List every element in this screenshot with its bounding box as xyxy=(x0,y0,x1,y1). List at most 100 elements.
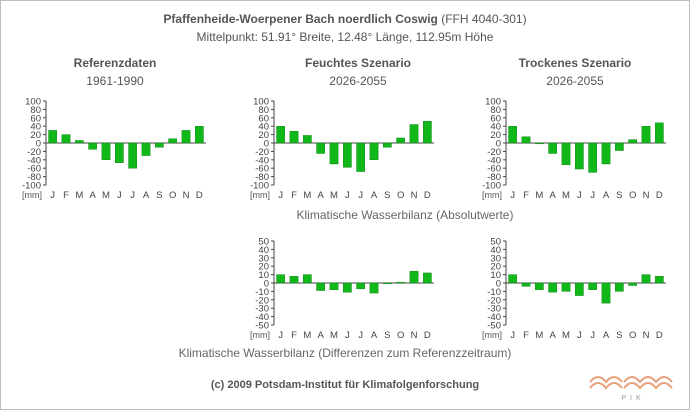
y-tick-label: 10 xyxy=(490,270,501,281)
x-tick-label: F xyxy=(523,190,529,201)
bar xyxy=(141,142,151,156)
title-main: Pfaffenheide-Woerpener Bach noerdlich Co… xyxy=(163,12,438,26)
x-tick-label: A xyxy=(371,330,378,341)
bar xyxy=(409,271,419,284)
y-tick-label: 80 xyxy=(30,105,41,116)
unit-label: [mm] xyxy=(482,190,502,200)
x-tick-label: N xyxy=(643,190,650,201)
x-tick-label: J xyxy=(510,330,515,341)
bar xyxy=(535,282,544,290)
x-tick-label: M xyxy=(75,190,83,201)
x-tick-label: F xyxy=(63,190,69,201)
x-tick-label: A xyxy=(317,190,324,201)
copyright-notice: (c) 2009 Potsdam-Institut für Klimafolge… xyxy=(210,379,480,391)
y-tick-label: 0 xyxy=(496,279,501,290)
y-tick-label: 10 xyxy=(258,270,269,281)
panel-title-reference: Referenzdaten 1961-1990 xyxy=(15,56,215,88)
x-tick-label: J xyxy=(590,330,595,341)
bar xyxy=(641,125,651,144)
y-tick-label: 20 xyxy=(258,262,269,273)
y-tick-label: 40 xyxy=(258,122,269,133)
x-tick-label: N xyxy=(411,330,418,341)
figure-title: Pfaffenheide-Woerpener Bach noerdlich Co… xyxy=(0,12,690,26)
bar xyxy=(561,142,571,166)
x-tick-label: J xyxy=(577,330,582,341)
x-tick-label: J xyxy=(345,330,350,341)
y-tick-label: -100 xyxy=(250,181,269,192)
x-tick-label: M xyxy=(562,190,570,201)
section-label-difference: Klimatische Wasserbilanz (Differenzen zu… xyxy=(178,346,512,360)
y-tick-label: 0 xyxy=(264,279,269,290)
x-tick-label: J xyxy=(358,190,363,201)
y-tick-label: -20 xyxy=(487,147,501,158)
bar xyxy=(601,142,611,165)
y-tick-label: -20 xyxy=(255,147,269,158)
pik-logo-text: PIK xyxy=(621,395,644,402)
x-tick-label: N xyxy=(183,190,190,201)
y-tick-label: 100 xyxy=(253,97,269,108)
x-tick-label: J xyxy=(345,190,350,201)
panel-title-text: Referenzdaten xyxy=(73,56,157,70)
unit-label: [mm] xyxy=(22,190,42,200)
x-tick-label: M xyxy=(330,190,338,201)
bar xyxy=(588,282,598,290)
bar xyxy=(508,125,517,144)
bar xyxy=(369,142,379,160)
y-tick-label: -60 xyxy=(27,164,41,175)
y-tick-label: -20 xyxy=(487,295,501,306)
unit-label: [mm] xyxy=(250,190,270,200)
bar xyxy=(615,282,624,292)
x-tick-label: A xyxy=(549,190,556,201)
panel-title-wet: Feuchtes Szenario 2026-2055 xyxy=(258,56,458,88)
bar xyxy=(74,140,84,144)
y-tick-label: 20 xyxy=(258,130,269,141)
bar xyxy=(601,282,611,304)
y-tick-label: 100 xyxy=(485,97,501,108)
panel-title-dry: Trockenes Szenario 2026-2055 xyxy=(475,56,675,88)
bar xyxy=(383,142,392,148)
x-tick-label: F xyxy=(523,330,529,341)
x-tick-label: M xyxy=(562,330,570,341)
x-tick-label: J xyxy=(117,190,122,201)
x-tick-label: J xyxy=(510,190,515,201)
y-tick-label: 20 xyxy=(490,262,501,273)
bar xyxy=(396,281,405,284)
y-tick-label: -10 xyxy=(255,287,269,298)
bar xyxy=(521,282,531,287)
bar xyxy=(356,142,365,172)
x-tick-label: J xyxy=(278,190,283,201)
bar xyxy=(276,125,285,144)
y-tick-label: -40 xyxy=(487,312,501,323)
x-tick-label: J xyxy=(590,190,595,201)
bar xyxy=(303,135,312,144)
bar xyxy=(289,276,299,284)
bar xyxy=(655,122,664,144)
x-tick-label: J xyxy=(358,330,363,341)
y-tick-label: 30 xyxy=(258,253,269,264)
y-tick-label: 60 xyxy=(490,113,501,124)
x-tick-label: D xyxy=(196,190,203,201)
x-tick-label: J xyxy=(577,190,582,201)
y-tick-label: -100 xyxy=(22,181,41,192)
x-tick-label: A xyxy=(603,330,610,341)
bar xyxy=(181,130,191,144)
bar xyxy=(356,282,365,290)
y-tick-label: -40 xyxy=(27,155,41,166)
y-tick-label: 40 xyxy=(490,122,501,133)
x-tick-label: N xyxy=(411,190,418,201)
bar xyxy=(423,120,432,144)
x-tick-label: A xyxy=(317,330,324,341)
bar xyxy=(289,131,299,144)
x-tick-label: O xyxy=(629,330,636,341)
y-tick-label: -80 xyxy=(487,172,501,183)
y-tick-label: -30 xyxy=(255,304,269,315)
y-tick-label: 80 xyxy=(490,105,501,116)
x-tick-label: O xyxy=(169,190,176,201)
bar xyxy=(154,142,164,148)
bar xyxy=(409,124,419,144)
y-tick-label: 0 xyxy=(264,139,269,150)
